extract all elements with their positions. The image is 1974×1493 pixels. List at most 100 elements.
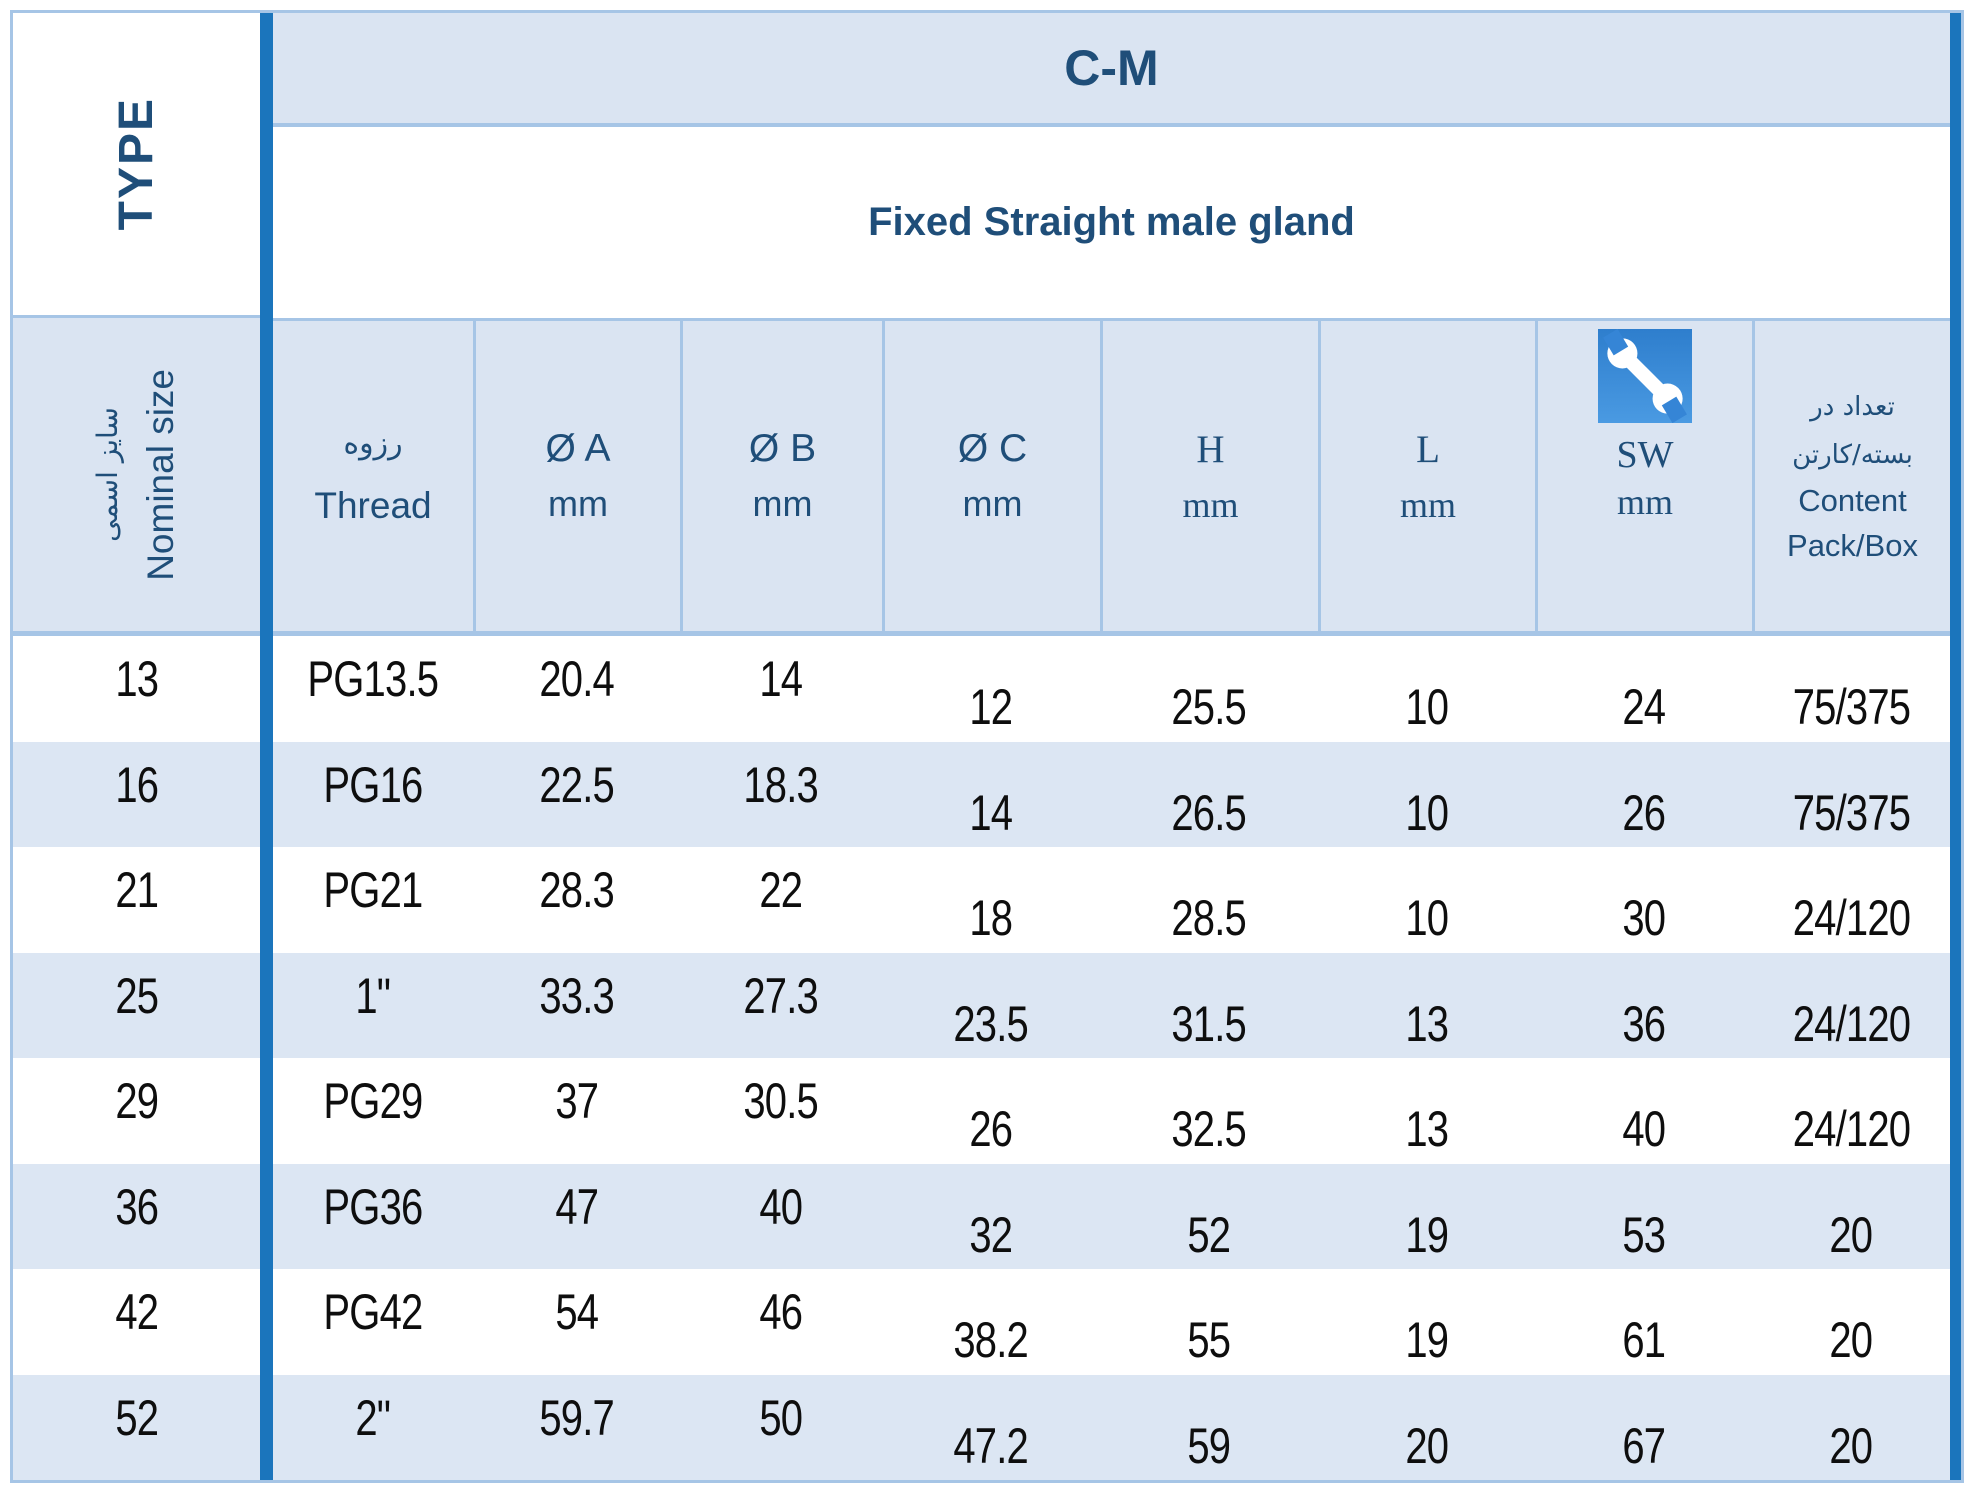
value-pack: 24/120 bbox=[1792, 890, 1910, 946]
value-dia-b: 14 bbox=[759, 651, 804, 707]
value-nominal: 25 bbox=[115, 967, 159, 1024]
dia-c-symbol: Ø C bbox=[957, 427, 1028, 470]
value-dia-c: 12 bbox=[969, 679, 1014, 735]
cell-l: 10 bbox=[1318, 636, 1535, 742]
value-thread: 2" bbox=[355, 1389, 392, 1446]
value-dia-c: 47.2 bbox=[953, 1417, 1029, 1474]
value-nominal: 52 bbox=[115, 1389, 159, 1446]
cell-dia-a: 59.7 bbox=[473, 1374, 680, 1480]
cell-dia-b: 40 bbox=[680, 1163, 882, 1269]
dia-b-unit: mm bbox=[752, 483, 813, 524]
col-header-pack: تعداد در بسته/کارتن Content Pack/Box bbox=[1752, 318, 1950, 636]
value-dia-a: 33.3 bbox=[539, 967, 614, 1024]
cell-dia-b: 18.3 bbox=[680, 741, 882, 847]
value-l: 10 bbox=[1405, 890, 1449, 946]
dia-b-symbol: Ø B bbox=[748, 427, 817, 470]
value-dia-c: 14 bbox=[969, 784, 1014, 841]
col-header-dia-c: Ø C mm bbox=[882, 318, 1100, 636]
cell-dia-c: 12 bbox=[882, 636, 1100, 742]
cell-thread: 1" bbox=[273, 952, 473, 1058]
col-header-sw: SW mm bbox=[1535, 318, 1752, 636]
product-name-cell: Fixed Straight male gland bbox=[273, 127, 1950, 318]
value-sw: 30 bbox=[1622, 890, 1666, 946]
type-label: TYPE bbox=[110, 97, 163, 231]
cell-sw: 40 bbox=[1535, 1058, 1752, 1164]
cell-dia-c: 26 bbox=[882, 1058, 1100, 1164]
cell-pack: 24/120 bbox=[1752, 847, 1950, 953]
pack-label-fa-1: تعداد در bbox=[1810, 391, 1895, 422]
value-dia-a: 47 bbox=[555, 1178, 599, 1235]
value-dia-a: 54 bbox=[555, 1284, 599, 1340]
thread-label-fa: رزوه bbox=[343, 425, 403, 461]
cell-nominal: 29 bbox=[13, 1058, 260, 1164]
l-unit: mm bbox=[1399, 484, 1456, 525]
h-unit: mm bbox=[1182, 484, 1239, 525]
value-nominal: 29 bbox=[115, 1073, 159, 1129]
value-nominal: 16 bbox=[115, 756, 159, 813]
value-dia-c: 18 bbox=[969, 890, 1014, 946]
cell-dia-b: 46 bbox=[680, 1269, 882, 1375]
value-dia-a: 37 bbox=[555, 1073, 599, 1129]
cell-l: 19 bbox=[1318, 1269, 1535, 1375]
cell-dia-c: 47.2 bbox=[882, 1374, 1100, 1480]
value-pack: 20 bbox=[1829, 1206, 1874, 1263]
l-symbol: L bbox=[1416, 427, 1440, 471]
cell-l: 10 bbox=[1318, 847, 1535, 953]
cell-dia-a: 33.3 bbox=[473, 952, 680, 1058]
value-thread: PG42 bbox=[323, 1284, 423, 1340]
dia-a-unit: mm bbox=[548, 483, 608, 524]
cell-thread: 2" bbox=[273, 1374, 473, 1480]
value-pack: 75/375 bbox=[1792, 784, 1910, 841]
value-sw: 24 bbox=[1622, 679, 1666, 735]
cell-sw: 24 bbox=[1535, 636, 1752, 742]
value-dia-c: 26 bbox=[969, 1101, 1014, 1157]
cell-dia-a: 28.3 bbox=[473, 847, 680, 953]
value-l: 13 bbox=[1405, 995, 1449, 1052]
cell-dia-a: 22.5 bbox=[473, 741, 680, 847]
cell-thread: PG29 bbox=[273, 1058, 473, 1164]
sw-unit: mm bbox=[1616, 482, 1673, 522]
value-dia-a: 20.4 bbox=[539, 651, 614, 707]
sw-symbol: SW bbox=[1616, 434, 1674, 476]
value-dia-c: 32 bbox=[969, 1206, 1014, 1263]
cell-l: 20 bbox=[1318, 1374, 1535, 1480]
cell-l: 19 bbox=[1318, 1163, 1535, 1269]
value-thread: PG13.5 bbox=[307, 651, 440, 707]
cell-h: 32.5 bbox=[1100, 1058, 1318, 1164]
value-dia-b: 18.3 bbox=[743, 756, 819, 813]
value-pack: 24/120 bbox=[1792, 995, 1910, 1052]
value-sw: 26 bbox=[1622, 784, 1666, 841]
thread-label-en: Thread bbox=[314, 484, 432, 526]
value-h: 55 bbox=[1187, 1312, 1232, 1368]
cell-dia-a: 54 bbox=[473, 1269, 680, 1375]
wrench-icon bbox=[1598, 329, 1692, 423]
value-sw: 67 bbox=[1622, 1417, 1666, 1474]
cell-pack: 75/375 bbox=[1752, 636, 1950, 742]
value-thread: 1" bbox=[355, 967, 392, 1024]
value-l: 19 bbox=[1405, 1312, 1449, 1368]
value-pack: 24/120 bbox=[1792, 1101, 1910, 1157]
value-dia-c: 38.2 bbox=[953, 1312, 1029, 1368]
value-l: 10 bbox=[1405, 784, 1449, 841]
value-l: 13 bbox=[1405, 1101, 1449, 1157]
cell-dia-a: 37 bbox=[473, 1058, 680, 1164]
h-symbol: H bbox=[1196, 427, 1225, 471]
value-thread: PG21 bbox=[323, 862, 423, 918]
cell-h: 52 bbox=[1100, 1163, 1318, 1269]
nominal-size-label-en: Nominal size bbox=[140, 368, 181, 581]
product-name: Fixed Straight male gland bbox=[868, 200, 1355, 244]
cell-h: 59 bbox=[1100, 1374, 1318, 1480]
value-sw: 61 bbox=[1622, 1312, 1666, 1368]
type-header-cell: TYPE bbox=[13, 13, 260, 318]
value-l: 19 bbox=[1405, 1206, 1449, 1263]
value-nominal: 42 bbox=[115, 1284, 159, 1340]
cell-sw: 53 bbox=[1535, 1163, 1752, 1269]
cell-nominal: 52 bbox=[13, 1374, 260, 1480]
dia-c-unit: mm bbox=[962, 483, 1023, 524]
value-dia-a: 28.3 bbox=[539, 862, 614, 918]
value-thread: PG16 bbox=[323, 756, 423, 813]
col-header-dia-a: Ø A mm bbox=[473, 318, 680, 636]
cell-dia-c: 23.5 bbox=[882, 952, 1100, 1058]
col-header-dia-b: Ø B mm bbox=[680, 318, 882, 636]
